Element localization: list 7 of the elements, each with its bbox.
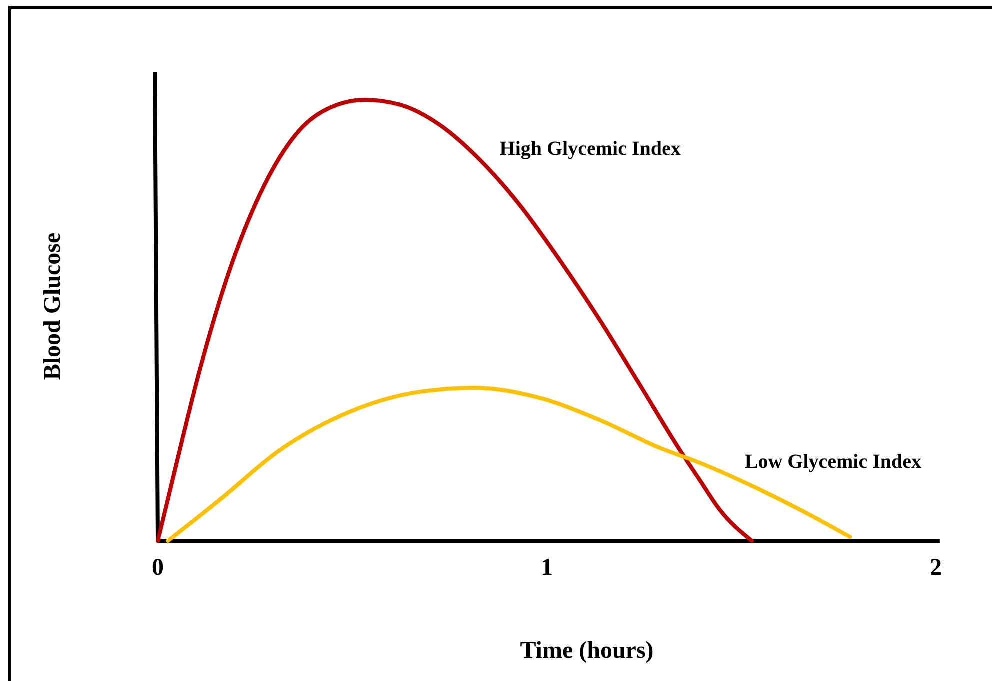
x-tick-label: 1 bbox=[541, 555, 553, 581]
x-tick-label: 2 bbox=[930, 555, 942, 581]
series-label: Low Glycemic Index bbox=[744, 450, 922, 473]
x-tick-label: 0 bbox=[152, 555, 164, 581]
series-label: High Glycemic Index bbox=[500, 138, 681, 160]
y-axis-title: Blood Glucose bbox=[40, 232, 66, 380]
x-axis-title: Time (hours) bbox=[520, 638, 654, 664]
